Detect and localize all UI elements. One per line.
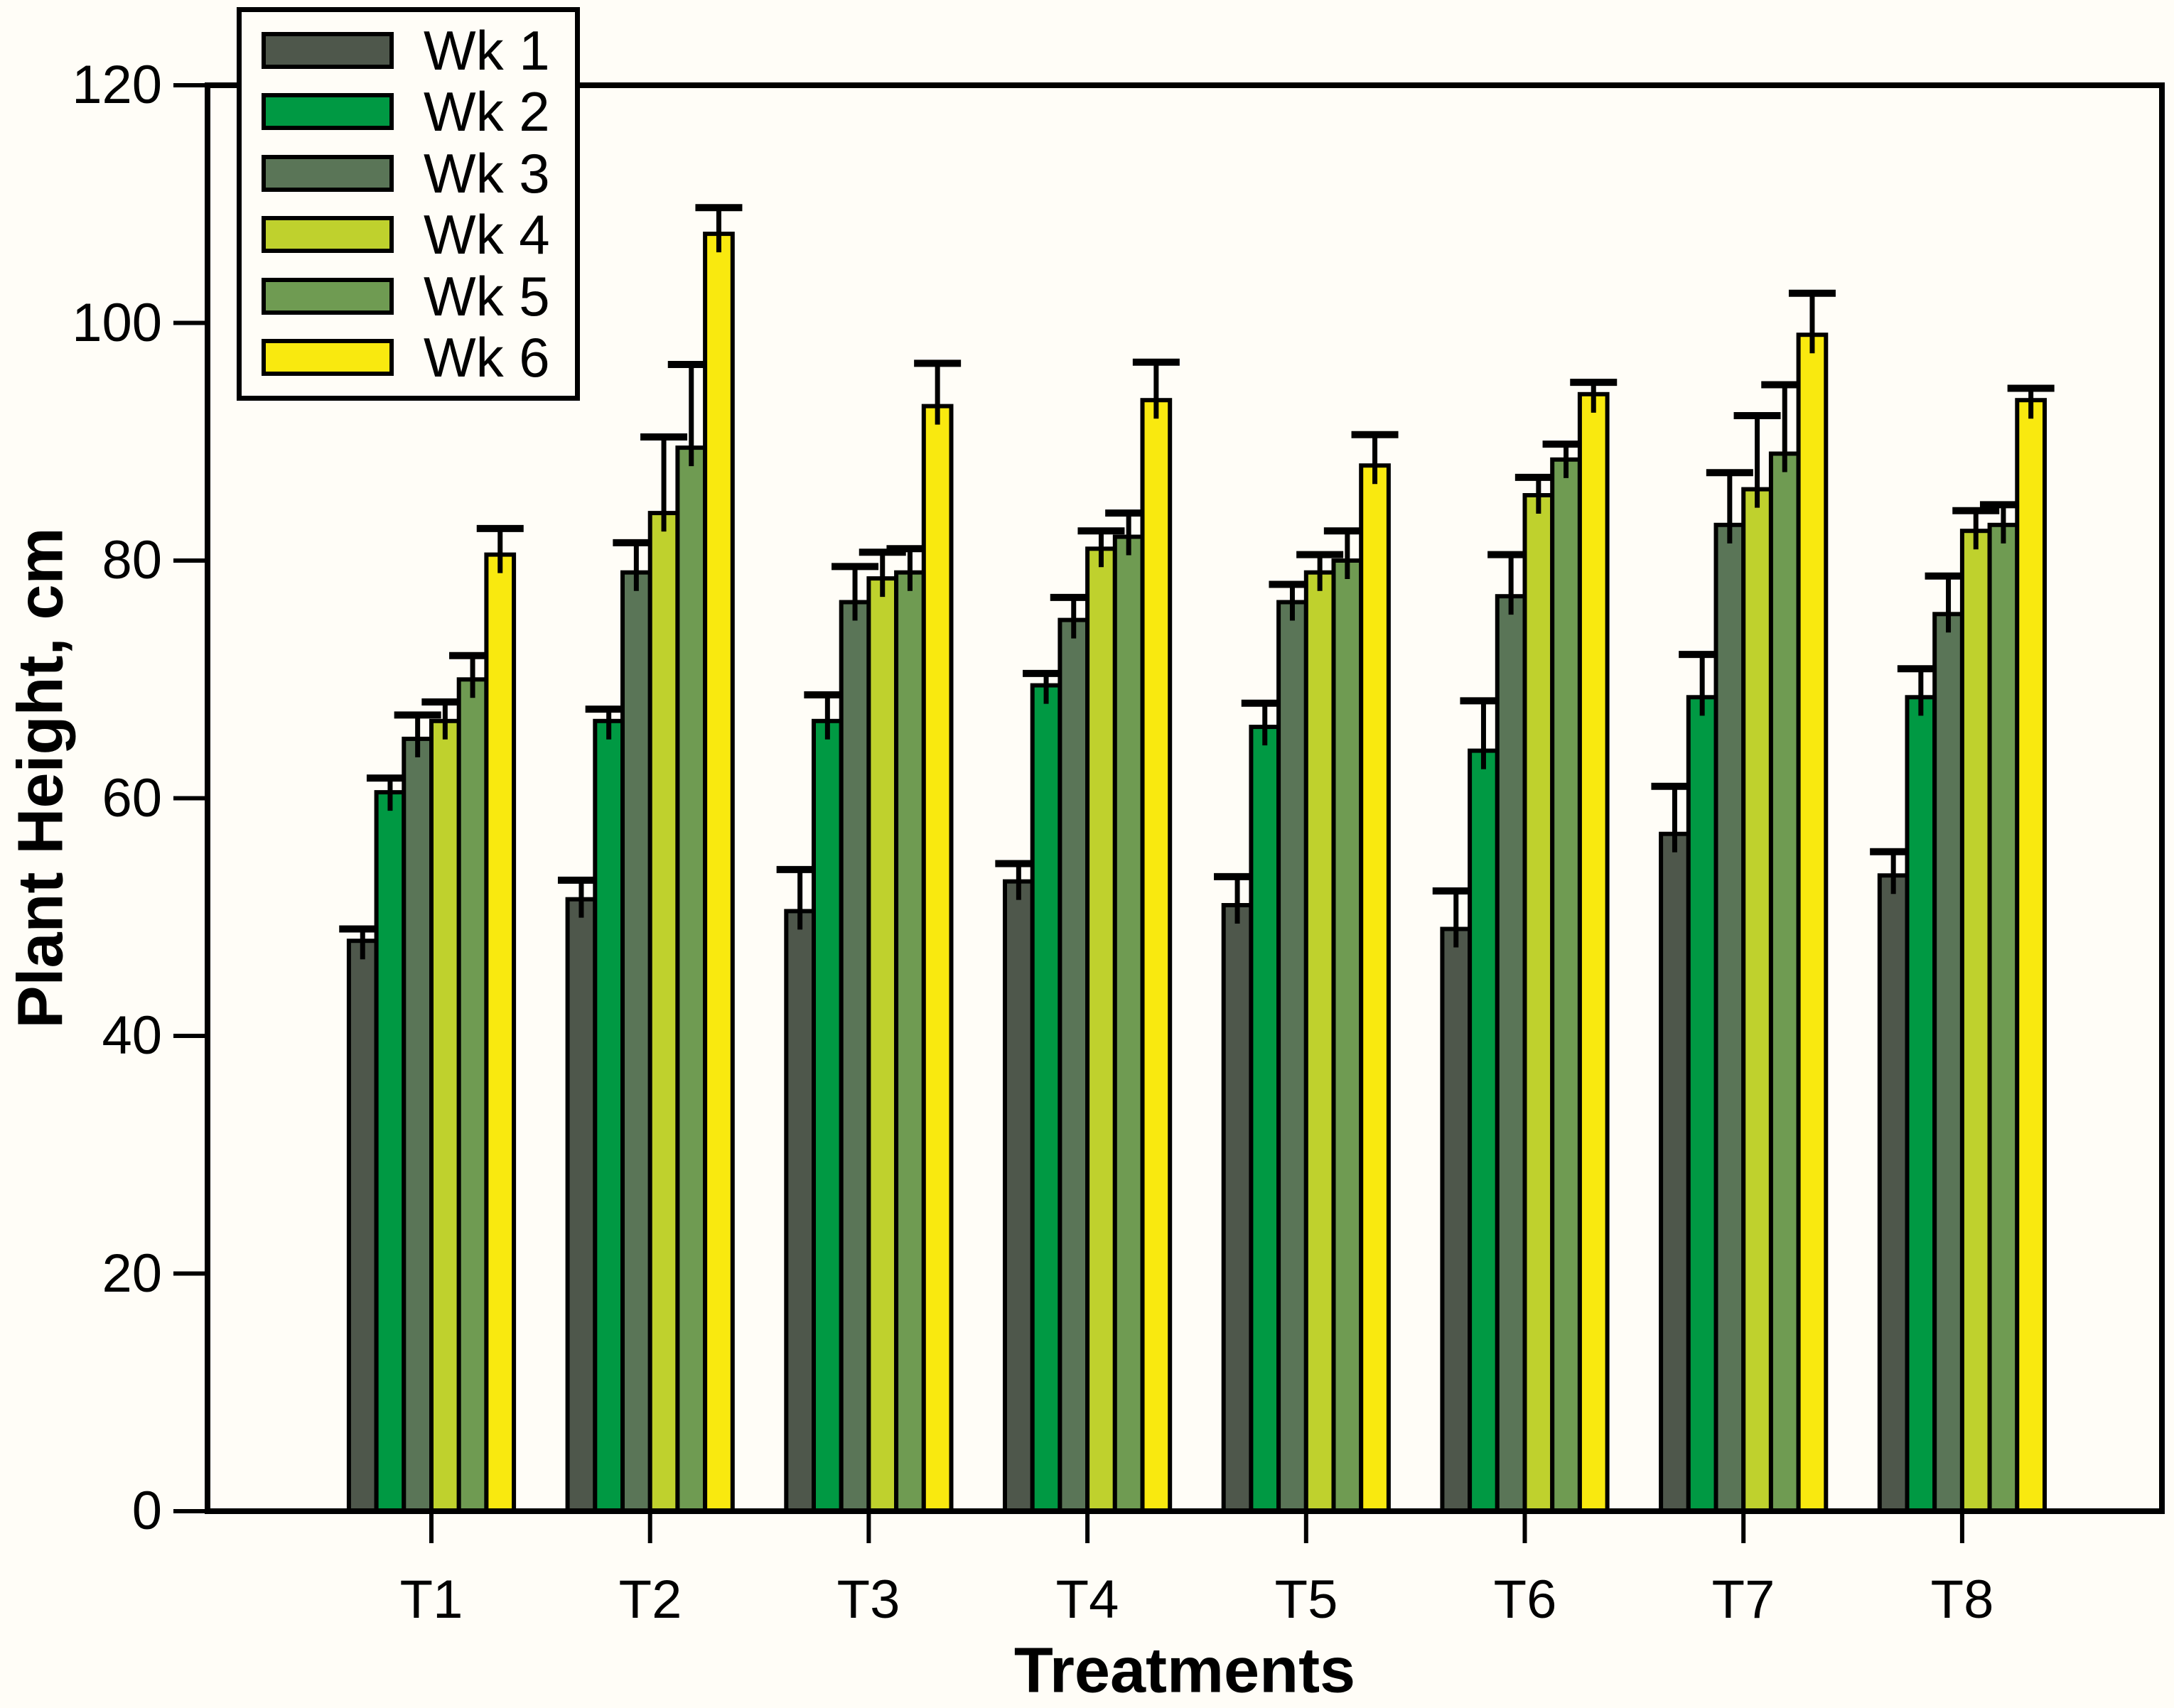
bar-wk6-t1 — [484, 552, 517, 1513]
bar-wk2-t7 — [1686, 695, 1718, 1513]
legend-swatch-wk2 — [262, 93, 394, 131]
legend-swatch-wk5 — [262, 277, 394, 315]
bar-wk4-t7 — [1741, 487, 1773, 1513]
bar-wk5-t8 — [1987, 522, 2020, 1513]
bar-wk1-t1 — [346, 939, 379, 1513]
legend-label-wk1: Wk 1 — [424, 18, 550, 82]
legend-label-wk2: Wk 2 — [424, 80, 550, 144]
legend-swatch-wk3 — [262, 154, 394, 192]
bar-wk3-t8 — [1932, 612, 1964, 1513]
legend: Wk 1 Wk 2 Wk 3 Wk 4 Wk 5 Wk 6 — [237, 7, 580, 401]
x-category-label: T2 — [618, 1569, 682, 1630]
bar-wk2-t5 — [1249, 725, 1281, 1513]
legend-label-wk5: Wk 5 — [424, 264, 550, 328]
legend-swatch-wk1 — [262, 31, 394, 69]
bar-wk3-t1 — [402, 736, 434, 1513]
legend-swatch-wk4 — [262, 216, 394, 254]
legend-item-wk2: Wk 2 — [262, 84, 575, 139]
bar-wk4-t4 — [1085, 546, 1117, 1513]
legend-label-wk3: Wk 3 — [424, 141, 550, 205]
legend-swatch-wk6 — [262, 339, 394, 377]
bar-wk5-t7 — [1768, 451, 1801, 1513]
bar-wk6-t8 — [2015, 398, 2047, 1514]
y-tick-label: 60 — [102, 768, 162, 828]
x-category-label: T7 — [1711, 1569, 1775, 1630]
bar-wk1-t4 — [1003, 879, 1035, 1513]
y-tick-label: 120 — [72, 55, 162, 115]
legend-item-wk1: Wk 1 — [262, 23, 575, 78]
legend-item-wk3: Wk 3 — [262, 146, 575, 201]
legend-item-wk5: Wk 5 — [262, 269, 575, 324]
bar-wk6-t6 — [1577, 391, 1610, 1513]
bar-wk3-t5 — [1276, 600, 1308, 1513]
bar-wk5-t3 — [894, 570, 926, 1514]
bar-wk5-t5 — [1331, 558, 1364, 1513]
bar-wk4-t8 — [1959, 529, 1992, 1514]
legend-item-wk6: Wk 6 — [262, 330, 575, 385]
bar-wk3-t6 — [1495, 594, 1527, 1514]
bar-wk5-t1 — [456, 677, 489, 1514]
bar-wk2-t4 — [1030, 683, 1062, 1513]
bar-wk3-t7 — [1713, 522, 1746, 1513]
bar-wk6-t2 — [703, 232, 735, 1514]
legend-label-wk6: Wk 6 — [424, 326, 550, 389]
y-axis-title: Plant Height, cm — [5, 527, 77, 1029]
y-tick-label: 40 — [102, 1005, 162, 1066]
bar-wk2-t2 — [593, 718, 625, 1513]
bar-wk4-t1 — [429, 718, 461, 1513]
x-category-label: T5 — [1274, 1569, 1338, 1630]
bar-wk4-t3 — [866, 576, 899, 1513]
bar-wk1-t2 — [565, 897, 598, 1513]
plot-frame — [205, 82, 2165, 1514]
bar-wk6-t7 — [1796, 333, 1829, 1514]
bar-wk4-t6 — [1522, 493, 1555, 1513]
y-tick-label: 100 — [72, 293, 162, 353]
bar-wk1-t8 — [1877, 873, 1910, 1513]
x-category-label: T6 — [1493, 1569, 1557, 1630]
legend-label-wk4: Wk 4 — [424, 203, 550, 266]
bar-wk5-t4 — [1112, 534, 1145, 1513]
x-axis-title: Treatments — [1013, 1635, 1356, 1707]
x-category-label: T4 — [1055, 1569, 1119, 1630]
x-category-label: T3 — [836, 1569, 900, 1630]
y-tick-label: 80 — [102, 530, 162, 590]
bar-wk1-t7 — [1659, 831, 1691, 1513]
bar-wk4-t2 — [647, 511, 680, 1513]
bar-wk5-t6 — [1550, 457, 1582, 1513]
bar-wk1-t3 — [784, 909, 817, 1513]
y-tick-label: 20 — [102, 1243, 162, 1304]
bar-wk2-t1 — [374, 790, 407, 1513]
legend-item-wk4: Wk 4 — [262, 207, 575, 262]
bar-wk1-t5 — [1221, 903, 1254, 1513]
bar-wk5-t2 — [675, 445, 708, 1513]
bar-wk2-t8 — [1905, 695, 1937, 1513]
x-category-label: T8 — [1930, 1569, 1994, 1630]
bar-wk2-t6 — [1468, 748, 1500, 1513]
bar-wk6-t4 — [1140, 398, 1173, 1514]
bar-wk2-t3 — [812, 718, 844, 1513]
bar-wk3-t3 — [839, 600, 871, 1513]
y-tick-label: 0 — [131, 1481, 162, 1541]
bar-wk6-t3 — [921, 404, 954, 1513]
bar-wk3-t2 — [620, 570, 652, 1514]
bar-wk4-t5 — [1303, 570, 1336, 1514]
x-category-label: T1 — [399, 1569, 463, 1630]
bar-wk3-t4 — [1058, 617, 1090, 1513]
bar-wk6-t5 — [1359, 463, 1391, 1514]
bar-wk1-t6 — [1440, 926, 1473, 1513]
